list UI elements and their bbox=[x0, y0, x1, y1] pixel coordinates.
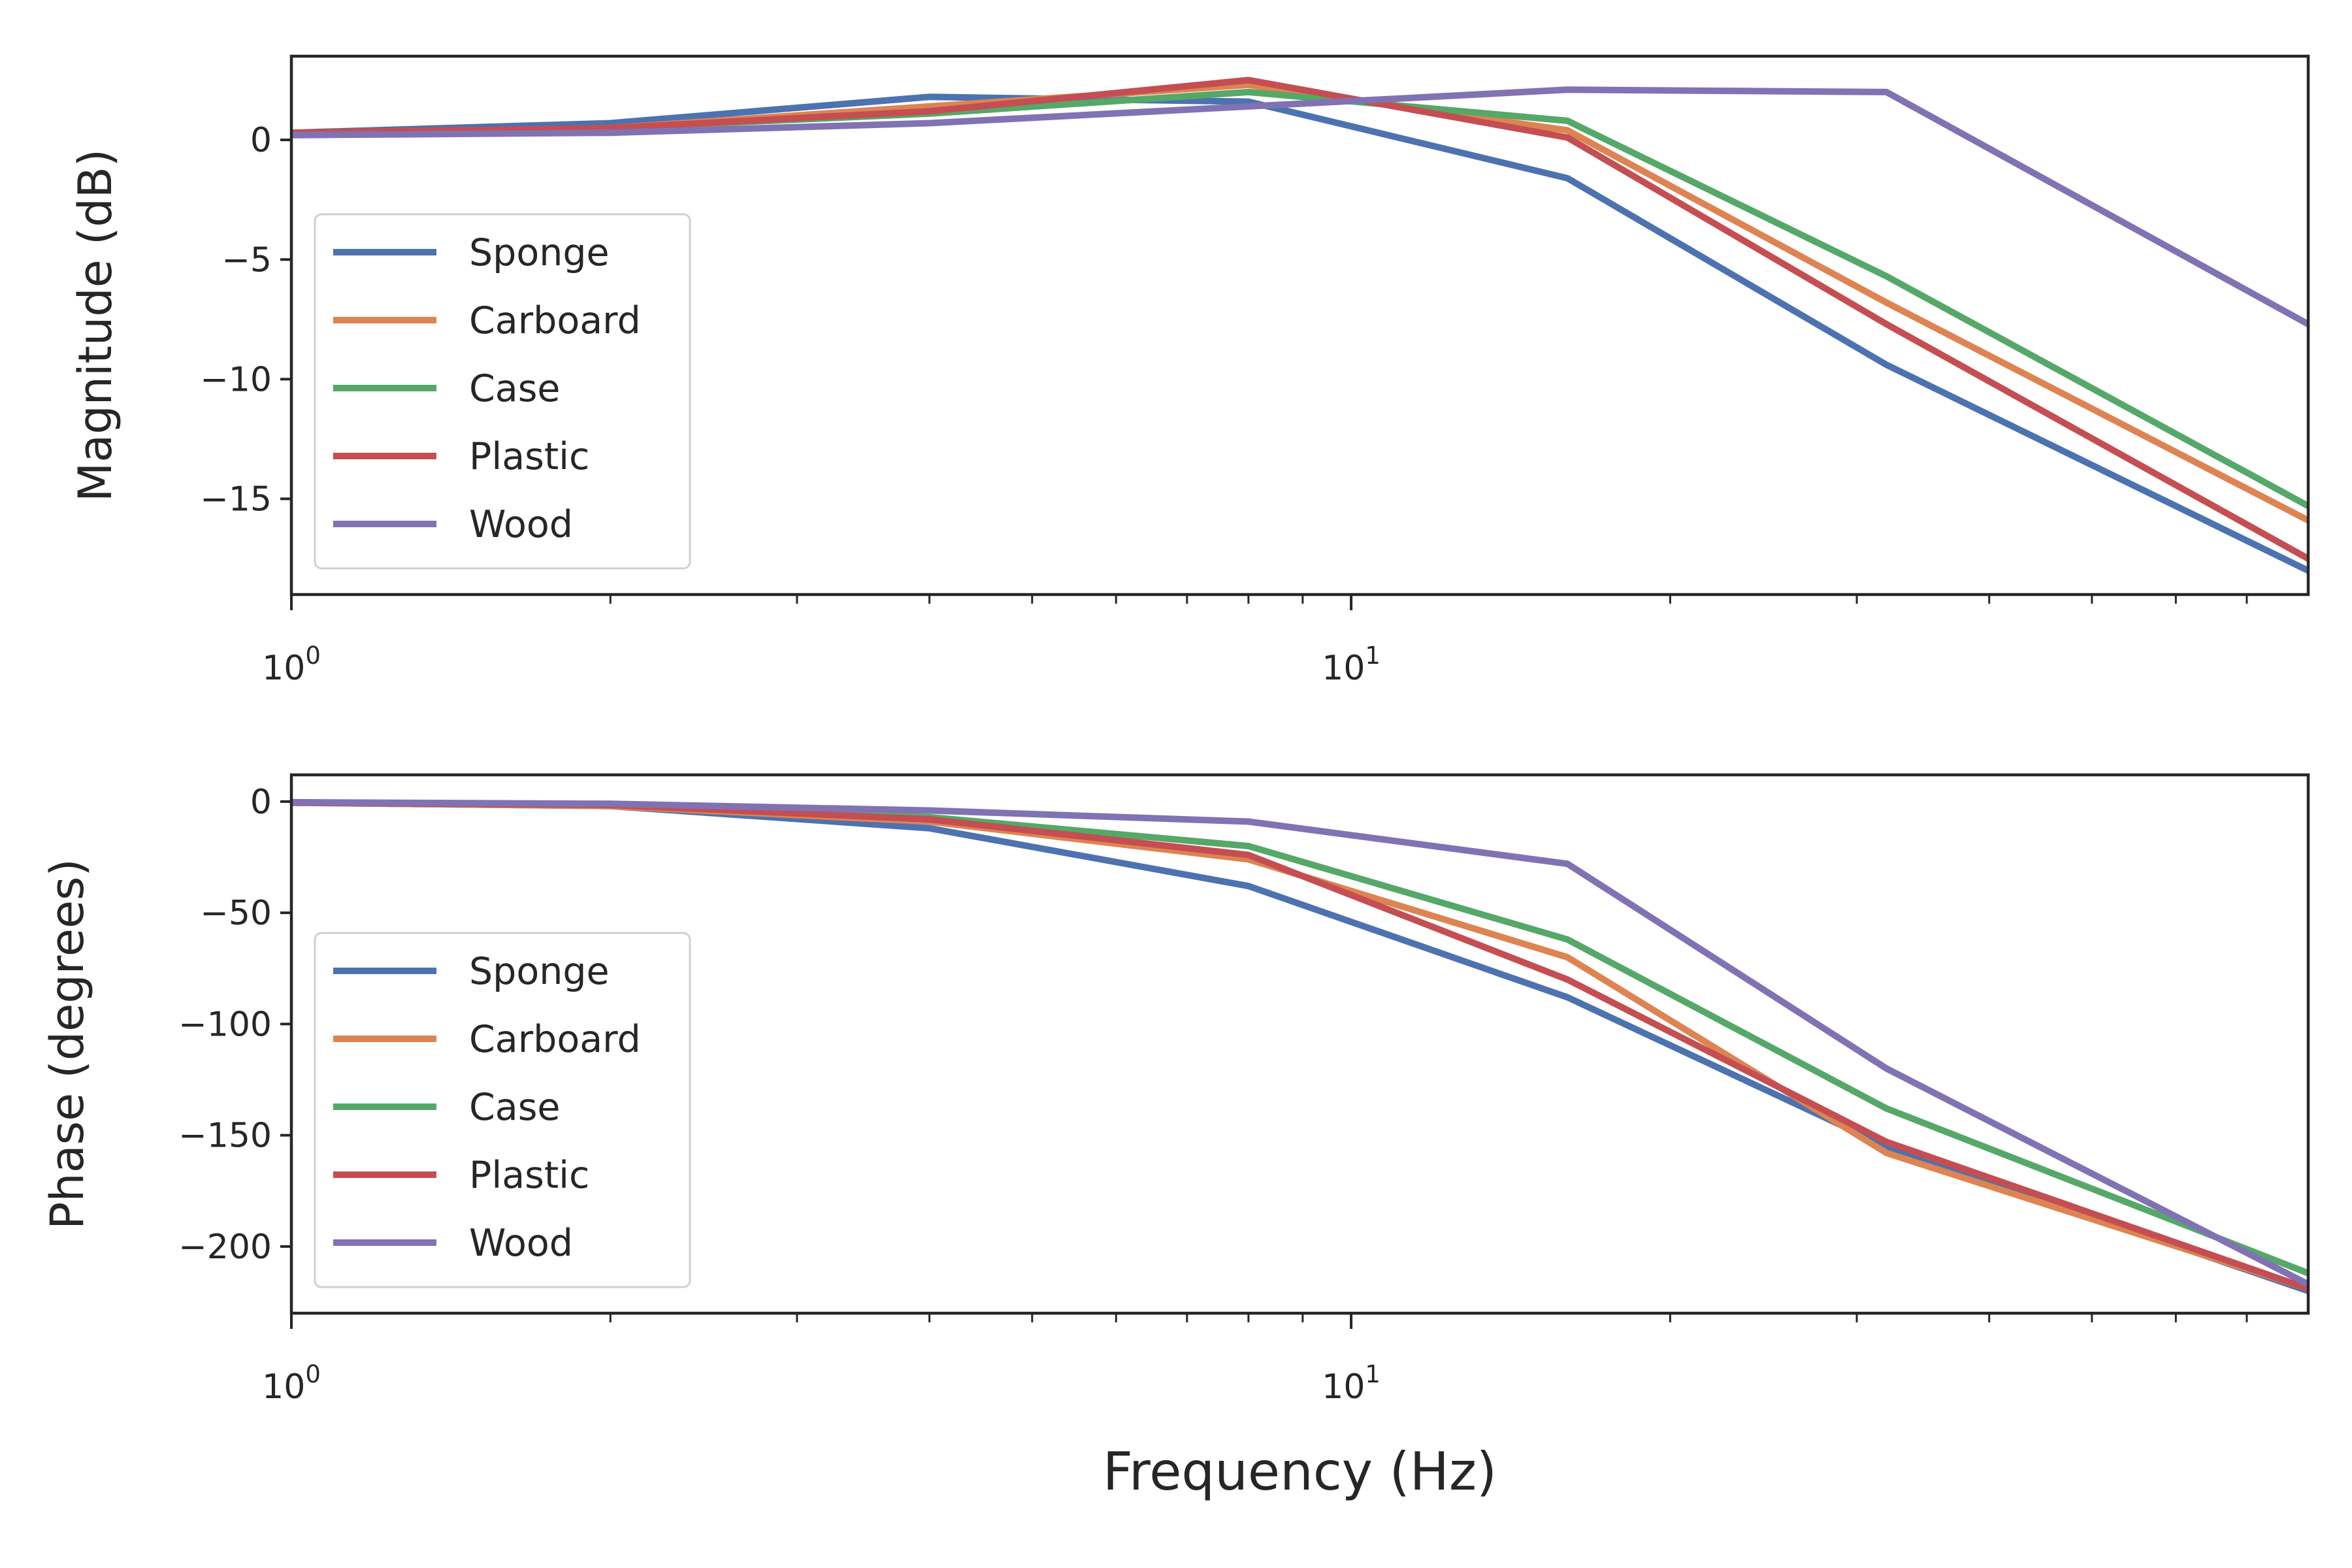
magnitude-subplot: 0 −5 −10 −15 100 101 Magnitude (dB) Sponge Carbo… bbox=[69, 54, 2310, 688]
phase-y-tick-label: −100 bbox=[178, 1005, 272, 1044]
phase-legend-label-wood: Wood bbox=[469, 1222, 573, 1265]
magnitude-y-tick-label: −15 bbox=[200, 480, 272, 519]
magnitude-x-tick-label: 100 bbox=[262, 642, 321, 688]
magnitude-x-tick-label: 101 bbox=[1322, 642, 1380, 688]
phase-legend-label-case: Case bbox=[469, 1086, 561, 1129]
magnitude-y-tick-label: 0 bbox=[250, 121, 272, 160]
phase-legend-box bbox=[314, 932, 691, 1288]
phase-legend: Sponge Carboard Case Plastic Wood bbox=[314, 932, 691, 1288]
magnitude-axes-frame bbox=[289, 54, 2310, 596]
phase-y-tick-label: −150 bbox=[178, 1117, 272, 1156]
magnitude-y-axis-label: Magnitude (dB) bbox=[69, 149, 122, 502]
magnitude-line-plastic bbox=[291, 76, 2308, 563]
phase-legend-label-carboard: Carboard bbox=[469, 1018, 641, 1061]
phase-line-wood bbox=[291, 798, 2308, 1288]
phase-y-tick-label: −200 bbox=[178, 1228, 272, 1267]
phase-axes-frame bbox=[289, 773, 2310, 1315]
magnitude-y-tick-label: −5 bbox=[221, 240, 272, 280]
magnitude-y-tick-label: −10 bbox=[200, 360, 272, 399]
magnitude-legend-label-plastic: Plastic bbox=[469, 435, 589, 478]
magnitude-legend-label-carboard: Carboard bbox=[469, 299, 641, 342]
phase-x-tick-label: 100 bbox=[262, 1360, 321, 1407]
phase-legend-label-plastic: Plastic bbox=[469, 1154, 589, 1197]
phase-x-tick-label: 101 bbox=[1322, 1360, 1380, 1407]
magnitude-line-sponge bbox=[291, 93, 2308, 574]
phase-y-tick-label: −50 bbox=[200, 894, 272, 933]
magnitude-legend: Sponge Carboard Case Plastic Wood bbox=[314, 213, 691, 570]
magnitude-line-wood bbox=[291, 86, 2308, 328]
phase-subplot: 0 −50 −100 −150 −200 100 101 Phase (degrees) Fre… bbox=[41, 773, 2310, 1502]
magnitude-legend-label-sponge: Sponge bbox=[469, 231, 610, 274]
phase-y-tick-label: 0 bbox=[250, 783, 272, 822]
magnitude-legend-label-wood: Wood bbox=[469, 503, 573, 546]
phase-y-axis-label: Phase (degrees) bbox=[41, 858, 94, 1230]
magnitude-legend-label-case: Case bbox=[469, 367, 561, 410]
magnitude-legend-box bbox=[314, 213, 691, 570]
phase-legend-label-sponge: Sponge bbox=[469, 950, 610, 993]
phase-x-axis-label: Frequency (Hz) bbox=[1103, 1441, 1497, 1502]
